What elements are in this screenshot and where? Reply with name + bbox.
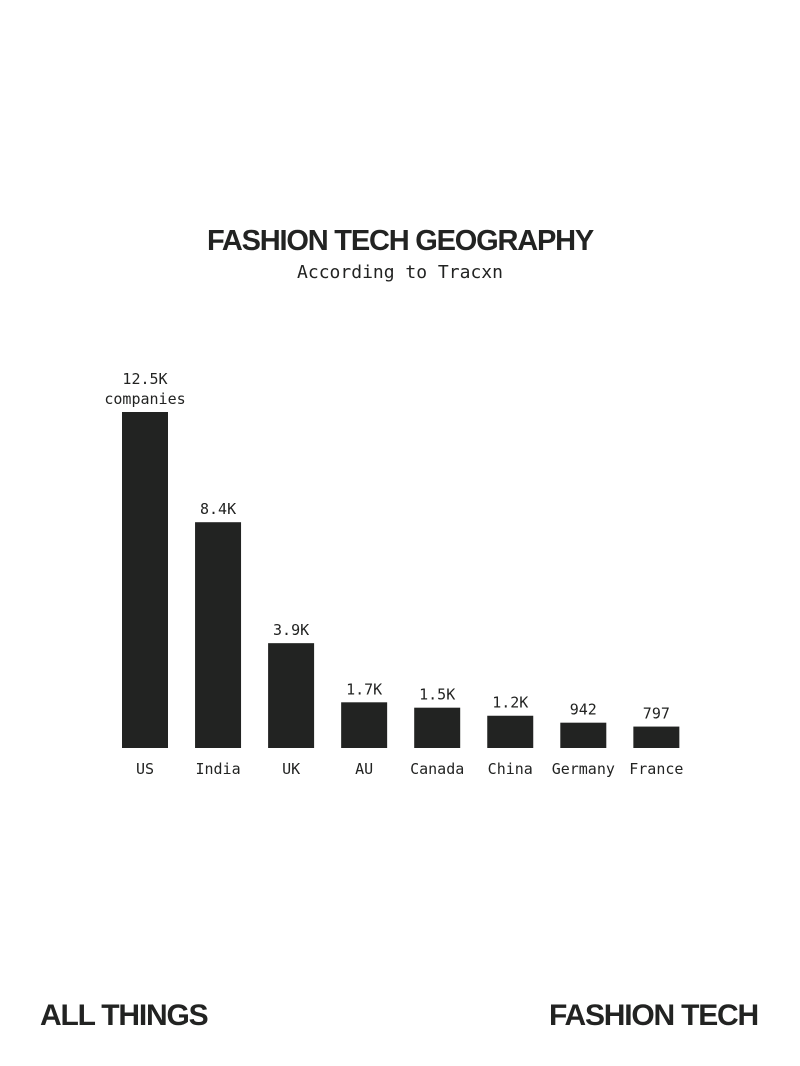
x-tick-label: Canada xyxy=(410,760,464,778)
bar xyxy=(560,722,607,748)
x-tick-label: US xyxy=(136,760,154,778)
chart-title: FASHION TECH GEOGRAPHY xyxy=(207,225,594,257)
x-tick-label: AU xyxy=(355,760,373,778)
x-tick-label: Germany xyxy=(552,760,615,778)
value-label: 1.2K xyxy=(492,694,528,712)
chart-subtitle: According to Tracxn xyxy=(297,262,503,283)
value-label: 8.4K xyxy=(200,500,236,518)
bar xyxy=(487,715,534,748)
value-label: 942 xyxy=(570,701,597,719)
bar xyxy=(195,522,242,748)
footer-left: ALL THINGS xyxy=(40,999,208,1032)
bar xyxy=(341,702,388,748)
bar xyxy=(122,412,168,748)
value-label: 3.9K xyxy=(273,621,309,639)
x-tick-label: China xyxy=(488,760,533,778)
value-label: 797 xyxy=(643,705,670,723)
bar xyxy=(414,707,461,748)
footer-right: FASHION TECH xyxy=(549,999,758,1032)
x-tick-label: India xyxy=(195,760,240,778)
value-label: 1.5K xyxy=(419,686,455,704)
bar xyxy=(633,726,680,748)
bar xyxy=(268,643,315,748)
value-label: 1.7K xyxy=(346,680,382,698)
x-tick-label: France xyxy=(629,760,683,778)
value-label: 12.5K companies xyxy=(104,370,185,408)
x-tick-label: UK xyxy=(282,760,300,778)
